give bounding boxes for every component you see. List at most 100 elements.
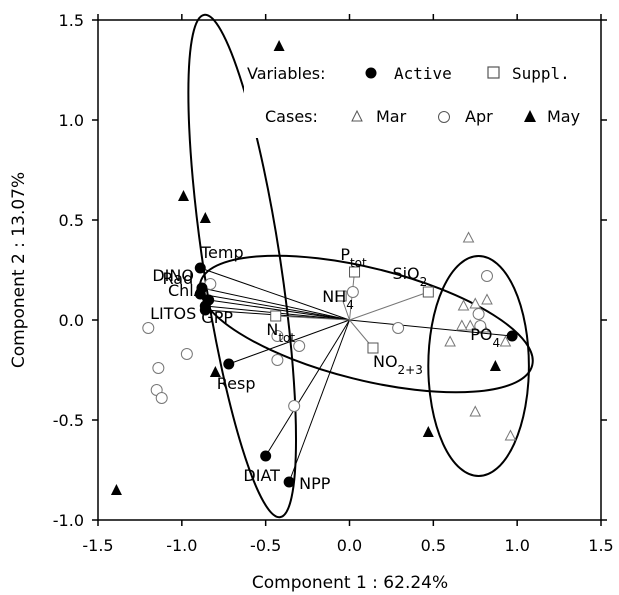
legend-apr-marker xyxy=(438,111,450,123)
y-tick-label: 1.0 xyxy=(59,111,84,130)
variable-label-ntot: Ntot xyxy=(266,320,295,345)
variable-label-temp: Temp xyxy=(200,243,244,262)
y-axis-title: Component 2 : 13.07% xyxy=(9,172,29,368)
case-may-point xyxy=(178,190,190,201)
active-variable-point-npp xyxy=(283,476,295,488)
case-mar-point xyxy=(469,405,482,417)
y-tick-label: 1.5 xyxy=(59,11,84,30)
legend: Variables: Active Suppl. Cases: Mar Apr … xyxy=(244,56,594,138)
case-mar-point xyxy=(499,335,512,347)
case-apr-point xyxy=(293,340,306,352)
case-apr-point xyxy=(474,320,487,332)
legend-mar-marker xyxy=(351,109,363,122)
loading-lines-group xyxy=(200,267,513,483)
y-tick-label: -1.0 xyxy=(53,511,84,530)
loading-line-temp xyxy=(200,267,350,321)
variable-label-litos: LITOS xyxy=(150,304,196,323)
case-may-point xyxy=(422,426,434,437)
variable-label-gpp: GPP xyxy=(201,308,233,327)
variable-label-no23: NO2+3 xyxy=(373,352,423,377)
legend-cases-label: Cases: xyxy=(265,107,318,126)
loading-line-resp xyxy=(228,319,350,365)
case-mar-point xyxy=(456,319,468,331)
case-may-point xyxy=(110,484,122,495)
case-may-point xyxy=(273,40,285,51)
legend-active-marker xyxy=(365,67,377,79)
cases-group xyxy=(110,40,517,495)
group-ellipse-3 xyxy=(427,255,530,477)
x-tick-label: 0.0 xyxy=(337,536,362,555)
suppl-variable-point-ntot xyxy=(270,310,282,322)
suppl-variable-point-sio2 xyxy=(422,286,434,298)
case-apr-point xyxy=(155,392,168,404)
loading-line-chla xyxy=(208,299,350,321)
legend-may-label: May xyxy=(547,107,580,126)
case-apr-point xyxy=(142,322,155,334)
case-apr-point xyxy=(271,330,284,342)
legend-mar-label: Mar xyxy=(376,107,407,126)
x-axis-ticks: -1.5 -1.0 -0.5 0.0 0.5 1.0 1.5 xyxy=(82,14,614,555)
suppl-variable-point-ptot xyxy=(349,266,361,278)
legend-active-label: Active xyxy=(394,64,452,83)
y-tick-label: 0.0 xyxy=(59,311,84,330)
active-variable-point-temp xyxy=(194,262,206,274)
active-variable-point-gpp xyxy=(199,304,211,316)
loading-line-po4 xyxy=(349,319,513,337)
loading-line-npp xyxy=(288,319,350,483)
case-apr-point xyxy=(480,270,493,282)
legend-variables-label: Variables: xyxy=(247,64,326,83)
x-tick-label: -0.5 xyxy=(250,536,281,555)
variable-label-rad: Rad xyxy=(163,269,194,288)
variable-label-diat: DIAT xyxy=(243,466,280,485)
loading-line-rad xyxy=(200,293,350,321)
variable-label-chla: ChlA xyxy=(168,281,205,300)
loading-line-sio2 xyxy=(349,291,429,321)
variable-label-npp: NPP xyxy=(299,474,331,493)
case-apr-point xyxy=(346,286,359,298)
case-apr-point xyxy=(152,362,165,374)
case-mar-point xyxy=(481,293,493,305)
case-may-point xyxy=(489,360,501,371)
group-ellipse-2 xyxy=(198,254,534,394)
active-variable-point-rad xyxy=(194,288,206,300)
active-variable-point-po4 xyxy=(506,330,518,342)
y-axis-ticks: 1.5 1.0 0.5 0.0 -0.5 -1.0 xyxy=(53,11,607,530)
variable-label-ptot: Ptot xyxy=(340,245,367,270)
x-tick-label: -1.5 xyxy=(82,536,113,555)
case-apr-point xyxy=(392,322,405,334)
suppl-variable-point-nh4 xyxy=(335,290,347,302)
suppl-variable-point-no23 xyxy=(367,342,379,354)
variable-label-dino: DINO xyxy=(152,266,194,285)
variable-label-nh4: NH4 xyxy=(322,287,354,312)
legend-suppl-marker xyxy=(487,66,500,79)
case-apr-point xyxy=(271,354,284,366)
case-apr-point xyxy=(288,400,301,412)
case-mar-point xyxy=(462,231,475,243)
active-variable-point-resp xyxy=(223,358,235,370)
loading-line-dino xyxy=(201,287,350,321)
case-may-point xyxy=(199,212,211,223)
variable-points-group xyxy=(194,262,518,488)
active-variable-point-diat xyxy=(260,450,272,462)
variable-label-po4: PO4 xyxy=(470,325,500,350)
x-tick-label: 0.5 xyxy=(421,536,446,555)
case-mar-point xyxy=(457,299,470,311)
case-mar-point xyxy=(469,297,482,309)
x-axis-title: Component 1 : 62.24% xyxy=(252,573,448,593)
legend-may-marker xyxy=(524,110,536,122)
legend-suppl-label: Suppl. xyxy=(512,64,570,83)
x-tick-label: 1.0 xyxy=(504,536,529,555)
legend-background xyxy=(244,56,594,138)
loading-line-ntot xyxy=(275,315,350,321)
legend-apr-label: Apr xyxy=(465,107,493,126)
case-mar-point xyxy=(444,335,456,347)
case-apr-point xyxy=(472,308,485,320)
case-mar-point xyxy=(464,319,477,331)
x-tick-label: 1.5 xyxy=(588,536,613,555)
x-tick-label: -1.0 xyxy=(166,536,197,555)
loading-line-diat xyxy=(265,319,350,457)
variable-label-resp: Resp xyxy=(217,374,256,393)
ellipses-group xyxy=(187,13,534,519)
y-tick-label: -0.5 xyxy=(53,411,84,430)
